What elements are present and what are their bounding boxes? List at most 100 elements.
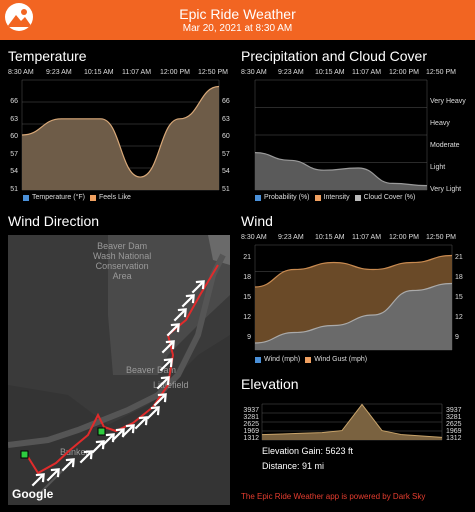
y-tick: Very Heavy — [430, 98, 466, 105]
y-tick: 12 — [243, 314, 251, 321]
time-tick: 8:30 AM — [241, 234, 267, 241]
wind-arrow-icon — [79, 450, 93, 464]
legend-swatch-temperature — [23, 194, 29, 201]
y-tick: 3281 — [446, 414, 462, 421]
route-map[interactable]: Beaver Dam Wash National Conservation Ar… — [8, 235, 230, 505]
y-tick: 21 — [455, 254, 463, 261]
temperature-legend: Temperature (°F) Feels Like — [18, 194, 131, 201]
map-label-bunkerville: Bunker — [60, 447, 89, 457]
y-tick: 57 — [10, 150, 18, 158]
wind-series-area — [255, 283, 452, 350]
time-tick: 10:15 AM — [315, 69, 345, 76]
y-tick: 54 — [222, 168, 230, 176]
y-tick: 1969 — [446, 428, 462, 435]
time-tick: 10:15 AM — [315, 234, 345, 241]
y-tick: 9 — [247, 334, 251, 341]
time-tick: 9:23 AM — [278, 69, 304, 76]
y-tick: 18 — [455, 274, 463, 281]
wind-arrows — [31, 280, 205, 487]
wind-arrow-icon — [166, 323, 180, 337]
precipitation-title: Precipitation and Cloud Cover — [241, 48, 427, 64]
y-tick: 60 — [222, 133, 230, 141]
wind-arrow-icon — [159, 358, 173, 372]
y-tick: 51 — [222, 186, 230, 193]
cloud-cover-series-area — [255, 152, 427, 190]
wind-direction-title: Wind Direction — [8, 213, 100, 229]
app-title: Epic Ride Weather — [179, 6, 296, 22]
time-tick: 12:00 PM — [389, 234, 419, 241]
legend-swatch-cloud-cover — [354, 194, 361, 201]
powered-by-footer: The Epic Ride Weather app is powered by … — [241, 492, 426, 501]
y-tick: 3937 — [446, 407, 462, 414]
y-tick: 15 — [455, 294, 463, 301]
google-attribution: Google — [12, 487, 54, 501]
wind-title: Wind — [241, 213, 273, 229]
temperature-title: Temperature — [8, 48, 87, 64]
y-tick: Very Light — [430, 186, 462, 193]
time-tick: 12:50 PM — [426, 69, 456, 76]
wind-arrow-icon — [161, 340, 175, 354]
legend-swatch-feels-like — [89, 194, 96, 201]
y-tick: 60 — [10, 133, 18, 141]
app-logo-icon — [5, 3, 33, 31]
legend-label-probability: Probability (%) — [264, 194, 310, 201]
legend-swatch-wind — [255, 356, 261, 363]
y-tick: Moderate — [430, 142, 460, 149]
y-tick: Light — [430, 164, 446, 171]
y-tick: 2625 — [446, 421, 462, 428]
elevation-gain: Elevation Gain: 5623 ft — [262, 446, 354, 456]
time-tick: 11:07 AM — [122, 69, 152, 76]
legend-label-intensity: Intensity — [323, 194, 350, 201]
map-label-conservation-area: Beaver Dam Wash National Conservation Ar… — [93, 241, 152, 281]
map-terrain — [8, 235, 230, 505]
wind-arrow-icon — [153, 393, 167, 407]
y-tick: 63 — [10, 115, 18, 123]
y-tick: 9 — [455, 334, 459, 341]
wind-gust-series-line — [254, 254, 453, 288]
wind-arrow-icon — [31, 473, 45, 487]
y-tick: 63 — [222, 115, 230, 123]
wind-arrow-icon — [146, 406, 160, 420]
time-tick: 9:23 AM — [46, 69, 72, 76]
temperature-chart — [21, 79, 220, 191]
report-timestamp: Mar 20, 2021 at 8:30 AM — [182, 23, 293, 34]
route-waypoint-marker — [97, 427, 106, 436]
wind-arrow-icon — [191, 280, 205, 294]
y-tick: 15 — [243, 294, 251, 301]
wind-arrow-icon — [121, 424, 135, 438]
time-tick: 8:30 AM — [8, 69, 34, 76]
legend-swatch-probability — [255, 194, 261, 201]
y-tick: 66 — [222, 98, 230, 105]
y-tick: 3281 — [243, 414, 259, 421]
y-tick: 1312 — [243, 435, 259, 442]
time-tick: 8:30 AM — [241, 69, 267, 76]
cloud-cover-series-line — [254, 152, 428, 187]
wind-arrow-icon — [46, 468, 60, 482]
legend-label-wind-gust: Wind Gust (mph) — [314, 356, 368, 363]
route-start-marker — [20, 450, 29, 459]
legend-label-temperature: Temperature (°F) — [32, 194, 85, 201]
precipitation-chart — [254, 79, 428, 191]
time-tick: 10:15 AM — [84, 69, 114, 76]
y-tick: 3937 — [243, 407, 259, 414]
time-tick: 9:23 AM — [278, 234, 304, 241]
elevation-line — [261, 403, 443, 438]
y-tick: 2625 — [243, 421, 259, 428]
time-tick: 11:07 AM — [352, 234, 382, 241]
y-tick: 57 — [222, 150, 230, 158]
wind-arrow-icon — [173, 308, 187, 322]
y-tick: 12 — [455, 314, 463, 321]
wind-chart — [254, 244, 453, 351]
elevation-title: Elevation — [241, 376, 299, 392]
map-label-beaver-dam: Beaver Dam — [126, 365, 177, 375]
time-tick: 12:50 PM — [426, 234, 456, 241]
legend-swatch-wind-gust — [305, 356, 312, 363]
y-tick: 21 — [243, 254, 251, 261]
legend-label-cloud-cover: Cloud Cover (%) — [363, 194, 416, 201]
legend-label-wind: Wind (mph) — [264, 356, 301, 363]
y-tick: 51 — [10, 186, 18, 193]
legend-swatch-intensity — [314, 194, 321, 201]
feels-like-series-area — [22, 86, 219, 190]
time-tick: 11:07 AM — [352, 69, 382, 76]
wind-arrow-icon — [91, 440, 105, 454]
